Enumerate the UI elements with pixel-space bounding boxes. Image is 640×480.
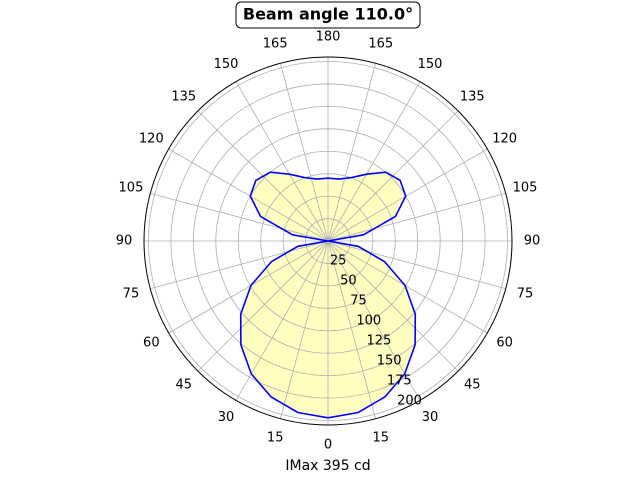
grid-spoke <box>327 148 488 242</box>
r-tick-label: 75 <box>350 293 367 308</box>
polar-frame <box>143 56 513 426</box>
r-tick-label: 150 <box>377 353 402 368</box>
theta-tick-label: 120 <box>139 132 164 147</box>
grid-spoke <box>327 63 377 242</box>
theta-tick-label: 75 <box>123 286 140 301</box>
grid-spoke <box>168 240 329 334</box>
theta-tick-label: 150 <box>214 57 239 72</box>
grid-spoke <box>168 148 329 242</box>
theta-tick-label: 45 <box>175 378 192 393</box>
grid-spoke <box>150 192 329 242</box>
theta-tick-label: 0 <box>324 438 332 453</box>
theta-tick-label: 90 <box>116 234 133 249</box>
r-tick-label: 100 <box>356 313 381 328</box>
grid-spoke <box>327 240 377 419</box>
r-tick-label: 200 <box>397 393 422 408</box>
theta-tick-label: 150 <box>418 57 443 72</box>
grid-spoke <box>327 240 506 290</box>
grid-spoke <box>197 240 329 372</box>
theta-tick-label: 30 <box>422 410 439 425</box>
theta-tick-label: 135 <box>460 89 485 104</box>
chart-title: Beam angle 110.0° <box>243 5 413 24</box>
theta-tick-label: 45 <box>464 378 481 393</box>
theta-tick-label: 60 <box>143 336 160 351</box>
title-box <box>235 1 421 29</box>
grid-spoke <box>279 240 329 419</box>
theta-tick-label: 135 <box>171 89 196 104</box>
beam-line <box>239 171 417 419</box>
x-axis-label: IMax 395 cd <box>285 458 370 474</box>
theta-tick-label: 15 <box>267 431 284 446</box>
theta-tick-label: 90 <box>524 234 541 249</box>
theta-tick-label: 30 <box>218 410 235 425</box>
theta-tick-label: 165 <box>263 36 288 51</box>
r-tick-label: 50 <box>340 273 357 288</box>
theta-tick-label: 105 <box>513 181 538 196</box>
theta-tick-label: 165 <box>368 36 393 51</box>
r-tick-label: 175 <box>387 373 412 388</box>
theta-tick-label: 105 <box>119 181 144 196</box>
grid-spoke <box>235 81 329 242</box>
grid-spoke <box>327 240 459 372</box>
theta-tick-label: 180 <box>316 30 341 45</box>
theta-tick-label: 60 <box>496 336 513 351</box>
theta-tick-label: 120 <box>492 132 517 147</box>
theta-tick-label: 15 <box>373 431 390 446</box>
grid-spoke <box>150 240 329 290</box>
theta-tick-label: 75 <box>517 286 534 301</box>
r-tick-label: 25 <box>330 253 347 268</box>
grid-spoke <box>327 240 488 334</box>
grid-spoke <box>327 192 506 242</box>
grid-spoke <box>279 63 329 242</box>
r-tick-label: 125 <box>367 333 392 348</box>
grid-spoke <box>327 81 421 242</box>
